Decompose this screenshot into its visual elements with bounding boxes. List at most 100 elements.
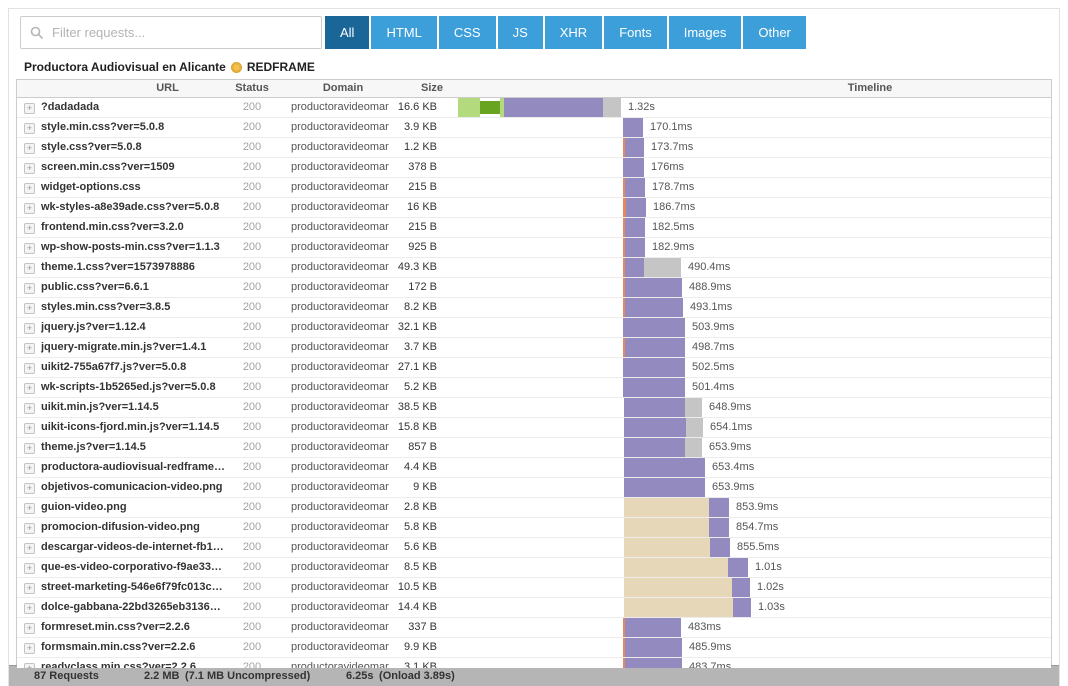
table-row[interactable]: + objetivos-comunicacion-video.png 200 prod… [17, 478, 1051, 498]
tab-xhr[interactable]: XHR [544, 16, 603, 49]
table-row[interactable]: + street-marketing-546e6f79fc013c… 200 prod… [17, 578, 1051, 598]
waterfall-bar[interactable] [624, 598, 751, 617]
table-row[interactable]: + jquery-migrate.min.js?ver=1.4.1 200 produ… [17, 338, 1051, 358]
waterfall-bar[interactable] [623, 358, 685, 377]
waterfall-bar[interactable] [623, 318, 685, 337]
expand-icon[interactable]: + [24, 363, 35, 374]
table-row[interactable]: + style.min.css?ver=5.0.8 200 productoravid… [17, 118, 1051, 138]
expand-icon[interactable]: + [24, 643, 35, 654]
table-row[interactable]: + que-es-video-corporativo-f9ae33… 200 prod… [17, 558, 1051, 578]
table-row[interactable]: + productora-audiovisual-redframe… 200 prod… [17, 458, 1051, 478]
table-row[interactable]: + guion-video.png 200 productoravideomar… 2.… [17, 498, 1051, 518]
expand-icon[interactable]: + [24, 463, 35, 474]
tab-html[interactable]: HTML [371, 16, 437, 49]
tab-js[interactable]: JS [497, 16, 543, 49]
table-row[interactable]: + jquery.js?ver=1.12.4 200 productoravideom… [17, 318, 1051, 338]
table-row[interactable]: + theme.js?ver=1.14.5 200 productoravideoma… [17, 438, 1051, 458]
expand-icon[interactable]: + [24, 383, 35, 394]
table-row[interactable]: + uikit-icons-fjord.min.js?ver=1.14.5 200 p… [17, 418, 1051, 438]
waterfall-bar[interactable] [623, 138, 644, 157]
waterfall-bar[interactable] [624, 578, 750, 597]
waterfall-bar[interactable] [623, 258, 681, 277]
expand-icon[interactable]: + [24, 543, 35, 554]
table-row[interactable]: + ?dadadada 200 productoravideomar… 16.6 KB 1… [17, 98, 1051, 118]
table-row[interactable]: + theme.1.css?ver=1573978886 200 productora… [17, 258, 1051, 278]
tab-all[interactable]: All [325, 16, 370, 49]
table-row[interactable]: + wp-show-posts-min.css?ver=1.1.3 200 produ… [17, 238, 1051, 258]
table-row[interactable]: + widget-options.css 200 productoravideomar… [17, 178, 1051, 198]
expand-icon[interactable]: + [24, 103, 35, 114]
table-row[interactable]: + descargar-videos-de-internet-fb1… 200 pro… [17, 538, 1051, 558]
expand-icon[interactable]: + [24, 183, 35, 194]
waterfall-bar[interactable] [623, 218, 645, 237]
expand-icon[interactable]: + [24, 283, 35, 294]
waterfall-bar[interactable] [623, 378, 685, 397]
expand-icon[interactable]: + [24, 303, 35, 314]
expand-icon[interactable]: + [24, 223, 35, 234]
table-row[interactable]: + uikit.min.js?ver=1.14.5 200 productoravid… [17, 398, 1051, 418]
waterfall-bar[interactable] [624, 478, 705, 497]
table-row[interactable]: + readyclass.min.css?ver=2.2.6 200 producto… [17, 658, 1051, 668]
medal-icon [230, 61, 242, 73]
request-domain: productoravideomar… [291, 641, 390, 653]
expand-icon[interactable]: + [24, 603, 35, 614]
waterfall-bar[interactable] [623, 638, 682, 657]
waterfall-bar[interactable] [624, 418, 703, 437]
expand-icon[interactable]: + [24, 563, 35, 574]
expand-icon[interactable]: + [24, 583, 35, 594]
expand-icon[interactable]: + [24, 263, 35, 274]
request-status: 200 [242, 101, 262, 113]
table-row[interactable]: + screen.min.css?ver=1509 200 productoravid… [17, 158, 1051, 178]
table-row[interactable]: + wk-scripts-1b5265ed.js?ver=5.0.8 200 prod… [17, 378, 1051, 398]
table-row[interactable]: + uikit2-755a67f7.js?ver=5.0.8 200 producto… [17, 358, 1051, 378]
waterfall-bar[interactable] [624, 558, 748, 577]
table-row[interactable]: + dolce-gabbana-22bd3265eb3136… 200 product… [17, 598, 1051, 618]
waterfall-bar[interactable] [624, 398, 702, 417]
waterfall-bar[interactable] [624, 538, 730, 557]
waterfall-bar[interactable] [623, 298, 683, 317]
expand-icon[interactable]: + [24, 423, 35, 434]
waterfall-bar[interactable] [623, 658, 682, 668]
request-size: 215 B [408, 221, 437, 233]
expand-icon[interactable]: + [24, 663, 35, 668]
table-row[interactable]: + styles.min.css?ver=3.8.5 200 productoravi… [17, 298, 1051, 318]
waterfall-bar[interactable] [623, 178, 645, 197]
table-row[interactable]: + formsmain.min.css?ver=2.2.6 200 productor… [17, 638, 1051, 658]
waterfall-bar[interactable] [623, 238, 645, 257]
table-row[interactable]: + frontend.min.css?ver=3.2.0 200 productora… [17, 218, 1051, 238]
expand-icon[interactable]: + [24, 343, 35, 354]
waterfall-bar[interactable] [623, 198, 646, 217]
waterfall-bar[interactable] [624, 458, 705, 477]
waterfall-bar[interactable] [623, 158, 644, 177]
tab-other[interactable]: Other [743, 16, 806, 49]
expand-icon[interactable]: + [24, 243, 35, 254]
table-row[interactable]: + style.css?ver=5.0.8 200 productoravideoma… [17, 138, 1051, 158]
waterfall-bar[interactable] [623, 278, 682, 297]
expand-icon[interactable]: + [24, 503, 35, 514]
expand-icon[interactable]: + [24, 123, 35, 134]
expand-icon[interactable]: + [24, 623, 35, 634]
tab-fonts[interactable]: Fonts [604, 16, 667, 49]
waterfall-bar[interactable] [624, 518, 729, 537]
expand-icon[interactable]: + [24, 323, 35, 334]
waterfall-bar[interactable] [623, 338, 685, 357]
waterfall-bar[interactable] [623, 118, 643, 137]
table-row[interactable]: + wk-styles-a8e39ade.css?ver=5.0.8 200 prod… [17, 198, 1051, 218]
table-row[interactable]: + public.css?ver=6.6.1 200 productoravideom… [17, 278, 1051, 298]
waterfall-bar[interactable] [624, 438, 702, 457]
expand-icon[interactable]: + [24, 203, 35, 214]
waterfall-bar[interactable] [624, 498, 729, 517]
tab-css[interactable]: CSS [438, 16, 496, 49]
expand-icon[interactable]: + [24, 143, 35, 154]
expand-icon[interactable]: + [24, 403, 35, 414]
table-row[interactable]: + promocion-difusion-video.png 200 producto… [17, 518, 1051, 538]
expand-icon[interactable]: + [24, 483, 35, 494]
expand-icon[interactable]: + [24, 163, 35, 174]
expand-icon[interactable]: + [24, 443, 35, 454]
waterfall-bar[interactable] [623, 618, 681, 637]
expand-icon[interactable]: + [24, 523, 35, 534]
tab-images[interactable]: Images [668, 16, 742, 49]
table-row[interactable]: + formreset.min.css?ver=2.2.6 200 productor… [17, 618, 1051, 638]
filter-requests-input[interactable] [20, 16, 322, 49]
waterfall-bar[interactable] [458, 98, 621, 117]
